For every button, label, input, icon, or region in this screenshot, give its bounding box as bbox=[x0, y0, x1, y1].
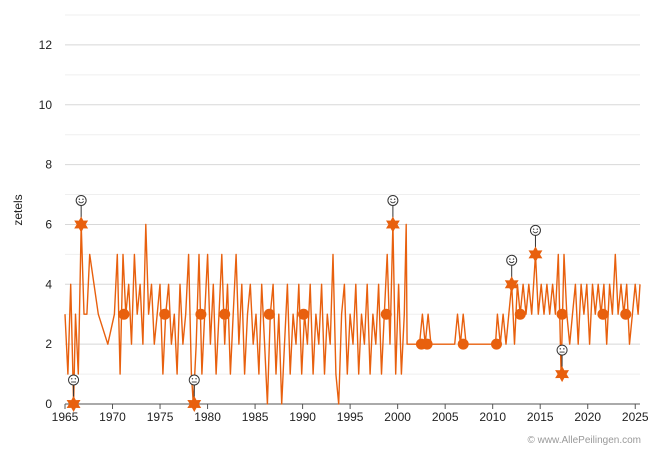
grid-lines bbox=[65, 14, 640, 405]
face-eye-icon bbox=[509, 258, 511, 260]
face-eye-icon bbox=[78, 198, 81, 200]
face-eye-icon bbox=[191, 378, 194, 380]
face-eye-icon bbox=[71, 378, 73, 380]
face-eye-icon bbox=[512, 258, 515, 260]
face-eye-icon bbox=[559, 348, 561, 350]
data-point-marker bbox=[159, 308, 171, 320]
face-eye-icon bbox=[532, 228, 535, 230]
x-tick-label: 1975 bbox=[147, 410, 174, 424]
y-tick-label: 2 bbox=[45, 337, 52, 351]
face-eye-icon bbox=[393, 198, 396, 200]
x-tick-label: 2025 bbox=[622, 410, 649, 424]
face-eye-icon bbox=[195, 378, 197, 380]
series-area bbox=[64, 223, 641, 405]
face-eye-icon bbox=[536, 228, 538, 230]
face-smile-icon bbox=[508, 260, 515, 264]
face-eye-icon bbox=[390, 198, 392, 200]
y-tick-label: 10 bbox=[39, 98, 53, 112]
star-marker bbox=[504, 276, 519, 293]
star-marker bbox=[66, 396, 81, 412]
x-tick-label: 2015 bbox=[527, 410, 554, 424]
face-eye-icon bbox=[74, 378, 77, 380]
face-smile-icon bbox=[390, 201, 396, 204]
y-tick-label: 0 bbox=[45, 397, 52, 411]
y-axis-label: zetels bbox=[11, 194, 25, 225]
star-marker bbox=[555, 366, 569, 383]
x-tick-label: 2005 bbox=[432, 410, 459, 424]
y-tick-label: 12 bbox=[39, 38, 53, 52]
series-line bbox=[64, 223, 641, 405]
face-smile-icon bbox=[78, 201, 84, 204]
face-smile-icon bbox=[532, 231, 539, 234]
x-tick-label: 1995 bbox=[337, 410, 364, 424]
data-point-marker bbox=[195, 308, 207, 320]
data-point-marker bbox=[118, 308, 130, 320]
credit-text: © www.AllePeilingen.com bbox=[527, 435, 641, 446]
x-tick-label: 2020 bbox=[574, 410, 601, 424]
data-point-marker bbox=[263, 308, 275, 320]
x-tick-label: 2010 bbox=[479, 410, 506, 424]
y-tick-label: 6 bbox=[45, 217, 52, 231]
x-tick-label: 1985 bbox=[242, 410, 269, 424]
x-tick-label: 2000 bbox=[384, 410, 411, 424]
face-icon bbox=[68, 374, 80, 386]
data-point-marker bbox=[490, 338, 502, 350]
data-point-marker bbox=[380, 308, 392, 320]
star-marker bbox=[528, 246, 543, 263]
data-point-marker bbox=[421, 338, 433, 350]
star-marker bbox=[187, 396, 202, 412]
x-tick-label: 1990 bbox=[289, 410, 316, 424]
y-tick-label: 8 bbox=[45, 158, 52, 172]
data-point-marker bbox=[457, 338, 469, 350]
markers bbox=[66, 194, 632, 412]
star-marker bbox=[74, 216, 89, 233]
face-icon bbox=[506, 254, 518, 266]
data-point-marker bbox=[298, 308, 310, 320]
data-point-marker bbox=[620, 308, 632, 320]
data-point-marker bbox=[514, 308, 526, 320]
x-axis-ticks: 1965 1970 1975 1980 1985 1990 1995 2000 2005 2010… bbox=[52, 404, 649, 424]
face-icon bbox=[387, 194, 399, 206]
data-point-marker bbox=[556, 308, 568, 320]
x-tick-label: 1970 bbox=[99, 410, 126, 424]
x-tick-label: 1965 bbox=[52, 410, 79, 424]
data-point-marker bbox=[219, 308, 231, 320]
data-point-marker bbox=[597, 308, 609, 320]
star-marker bbox=[386, 216, 400, 233]
face-eye-icon bbox=[563, 348, 565, 350]
y-tick-label: 4 bbox=[45, 277, 52, 291]
face-icon bbox=[188, 374, 200, 386]
face-icon bbox=[75, 194, 87, 206]
x-tick-label: 1980 bbox=[194, 410, 221, 424]
face-icon bbox=[556, 344, 568, 356]
face-eye-icon bbox=[82, 198, 84, 200]
face-icon bbox=[529, 224, 541, 236]
y-axis-ticks: 0 2 4 6 8 10 12 bbox=[39, 38, 53, 411]
